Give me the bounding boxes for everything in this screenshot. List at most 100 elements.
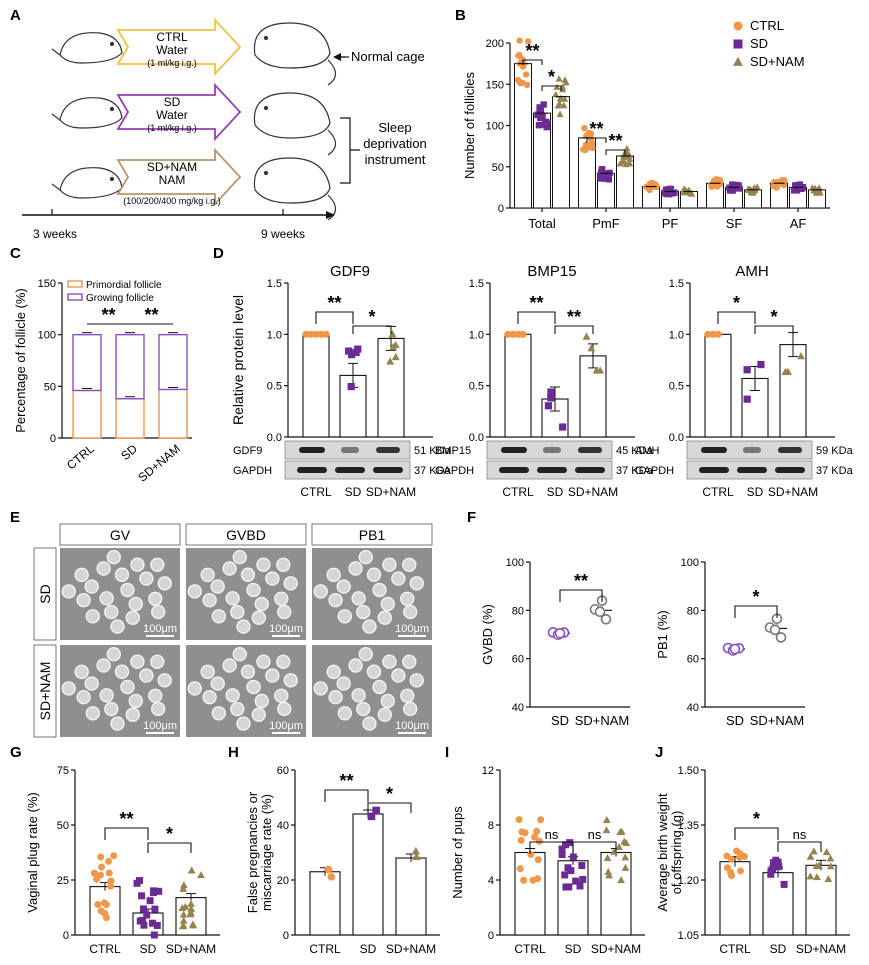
data-point — [312, 330, 320, 338]
x-tick-label: CTRL — [300, 485, 332, 499]
blot-band — [775, 467, 805, 473]
data-point — [155, 887, 163, 895]
y-axis-label: Number of follicles — [462, 72, 477, 179]
panel-e: E GV GVBD PB1 SD 100μm 100μm 100μm SD+NAM 100μm 1… — [10, 509, 433, 738]
data-point — [411, 846, 421, 855]
bar — [600, 851, 632, 936]
data-point — [810, 847, 818, 855]
oocyte — [232, 549, 247, 565]
significance-bracket — [367, 802, 412, 813]
x-tick-label: SD+NAM — [575, 713, 630, 728]
bar-growing — [72, 333, 102, 392]
oocyte — [85, 706, 101, 721]
x-tick-label: SD — [547, 485, 564, 499]
blot-band — [335, 467, 365, 473]
oocyte — [274, 688, 289, 703]
significance-mark: ** — [144, 305, 158, 325]
oocyte — [380, 693, 395, 709]
oocyte — [96, 561, 111, 576]
data-point — [544, 402, 553, 410]
bar — [719, 861, 751, 936]
oocyte — [104, 604, 119, 620]
x-tick-label: SD — [747, 485, 764, 499]
data-point — [592, 366, 601, 374]
oocyte — [400, 688, 415, 703]
blot-band — [743, 447, 761, 453]
significance-bracket — [147, 842, 192, 853]
x-tick-label: SD — [140, 942, 157, 956]
y-tick-label: 40 — [687, 702, 699, 714]
data-point — [769, 865, 777, 873]
data-point — [140, 921, 148, 929]
oocyte — [84, 579, 99, 594]
chart-title: AMH — [735, 263, 768, 280]
chart-c: 0 50 100 150 Percentage of follicle (%) CTRL S… — [13, 278, 192, 485]
timeline-arrow-icon — [326, 211, 335, 219]
mouse-adult-icon — [253, 92, 337, 156]
x-tick-label: Total — [528, 216, 556, 231]
oocyte — [110, 716, 125, 731]
oocyte — [128, 596, 143, 612]
data-point — [107, 877, 115, 885]
data-point — [391, 352, 400, 361]
y-tick-label: 0 — [63, 930, 69, 942]
data-point — [713, 176, 720, 183]
bar-primordial — [72, 389, 102, 439]
legend-marker — [67, 280, 83, 288]
oocyte — [283, 673, 298, 688]
bar-primordial — [158, 388, 188, 439]
data-point — [709, 330, 717, 338]
panel-e-label: E — [10, 509, 20, 526]
data-point — [561, 871, 569, 879]
bar — [579, 355, 607, 438]
data-point — [537, 114, 544, 122]
data-point — [616, 828, 625, 836]
data-point — [572, 877, 580, 885]
oocyte — [96, 658, 111, 673]
oocyte — [372, 582, 387, 598]
data-point — [610, 847, 618, 855]
significance-bracket — [572, 841, 617, 852]
data-point — [600, 613, 612, 625]
oocyte — [391, 668, 406, 683]
y-axis-label: of offspring (g) — [669, 811, 684, 895]
oocyte — [84, 676, 99, 691]
x-tick-label: PmF — [592, 216, 620, 231]
chart-h: 0 20 40 60 False pregnancies or miscarriage r… — [245, 765, 440, 956]
blot-size-label: 37 KDa — [816, 465, 854, 477]
y-tick-label: 60 — [687, 654, 699, 666]
oocyte — [326, 567, 341, 583]
data-point — [704, 330, 712, 338]
data-point — [186, 910, 195, 918]
blot-protein-label: BMP15 — [435, 445, 471, 457]
oocyte — [125, 610, 140, 625]
data-point — [537, 816, 545, 824]
oocyte — [230, 604, 245, 620]
oocyte — [225, 591, 240, 606]
oocyte — [130, 654, 145, 669]
oocyte — [85, 609, 101, 624]
y-tick-label: 50 — [44, 381, 56, 393]
data-point — [519, 330, 527, 338]
significance-bracket — [522, 59, 543, 65]
data-point — [412, 852, 421, 860]
x-tick-label: SD — [118, 441, 140, 463]
data-point — [143, 911, 151, 919]
data-point — [94, 900, 102, 908]
data-point — [534, 856, 542, 864]
data-point — [594, 606, 606, 618]
data-point — [559, 423, 567, 431]
legend-label: Growing follicle — [86, 293, 154, 304]
data-point — [139, 905, 147, 913]
oocyte — [362, 619, 377, 634]
oocyte — [99, 591, 114, 606]
data-point — [671, 189, 678, 196]
data-point — [747, 188, 755, 196]
significance-bracket — [777, 841, 822, 852]
legend-label: SD — [750, 36, 768, 51]
y-tick-label: 0.5 — [267, 381, 282, 393]
y-tick-label: 12 — [482, 765, 494, 777]
x-tick-label: SD+NAM — [591, 942, 641, 956]
oocyte — [74, 664, 89, 680]
